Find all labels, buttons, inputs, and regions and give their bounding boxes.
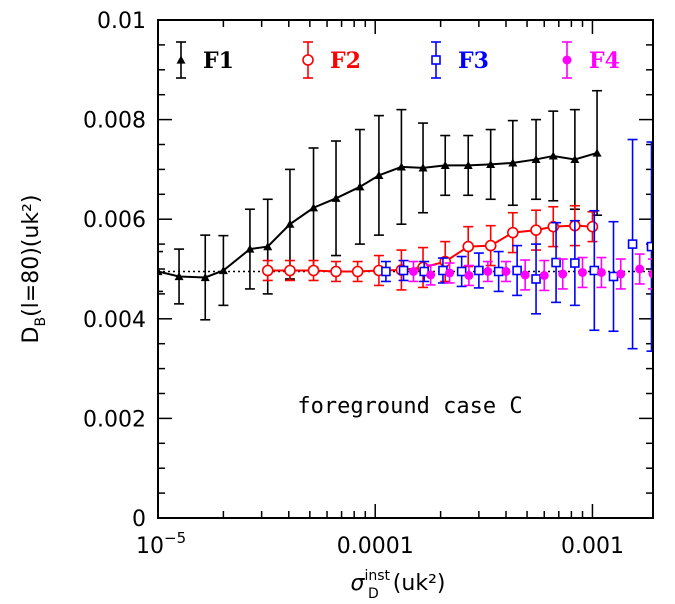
data-point <box>381 266 391 277</box>
data-point <box>464 270 474 280</box>
data-point <box>531 274 541 284</box>
legend-label: F2 <box>330 48 361 74</box>
data-point <box>627 239 638 249</box>
legend-label: F1 <box>203 48 234 74</box>
data-point <box>648 269 653 279</box>
y-tick-label: 0.004 <box>83 308 146 333</box>
data-point <box>484 239 497 252</box>
legend-marker <box>562 55 572 65</box>
y-tick-label: 0 <box>132 507 146 532</box>
data-point <box>261 264 274 277</box>
legend-entry-f2: F2 <box>302 41 361 79</box>
data-point <box>263 242 273 251</box>
y-tick-label: 0.006 <box>83 208 146 233</box>
data-point <box>284 264 296 277</box>
data-point <box>548 151 558 160</box>
data-point <box>520 270 530 280</box>
data-point <box>578 267 588 277</box>
data-point <box>355 182 365 191</box>
legend-entry-f4: F4 <box>562 41 620 79</box>
y-axis-label: DB(l=80)(uk²) <box>19 195 49 344</box>
data-point <box>456 266 467 277</box>
data-point <box>426 270 436 280</box>
data-point <box>596 267 606 277</box>
legend-label: F4 <box>589 48 620 74</box>
data-point <box>570 154 580 164</box>
x-tick-labels: 10−5 0.0001 0.001 <box>136 529 624 559</box>
data-point <box>445 268 455 278</box>
y-tick-label: 0.008 <box>83 109 146 134</box>
data-point <box>307 264 320 277</box>
data-point <box>245 244 255 253</box>
legend-entry-f3: F3 <box>431 41 489 79</box>
data-point <box>558 269 568 279</box>
data-point <box>440 160 450 170</box>
plot-frame <box>157 19 654 519</box>
x-tick-label: 10−5 <box>136 529 186 559</box>
data-point <box>474 265 484 276</box>
data-point <box>309 203 319 212</box>
data-point <box>330 265 342 278</box>
x-tick-label: 0.0001 <box>337 534 414 559</box>
y-tick-labels: 0 0.002 0.004 0.006 0.008 0.01 <box>83 9 146 532</box>
data-point <box>570 258 580 268</box>
data-point <box>493 266 504 277</box>
data-point <box>531 154 541 164</box>
data-point <box>418 163 428 172</box>
legend-label: F3 <box>458 48 489 74</box>
series-f3 <box>380 138 653 352</box>
data-point <box>374 170 384 179</box>
x-axis-label: σinst D (uk²) <box>351 568 446 602</box>
data-point <box>512 265 522 276</box>
legend-marker <box>431 55 441 65</box>
x-tick-label: 0.001 <box>561 534 624 559</box>
data-point <box>530 224 542 236</box>
data-point <box>351 265 364 278</box>
legend-marker <box>176 55 186 64</box>
y-tick-label: 0.002 <box>83 407 146 432</box>
data-point <box>200 272 210 282</box>
data-point <box>462 240 475 253</box>
legend: F1 F2 F3 F4 <box>176 41 620 79</box>
data-point <box>486 159 496 169</box>
data-point <box>507 226 519 239</box>
series-f4 <box>408 253 653 292</box>
data-point <box>483 266 493 276</box>
chart-annotation: foreground case C <box>297 394 522 419</box>
data-point <box>501 266 511 276</box>
data-point <box>586 220 599 233</box>
data-series <box>158 89 653 352</box>
data-point <box>331 193 341 202</box>
data-point <box>635 264 645 274</box>
legend-entry-f1: F1 <box>176 41 234 79</box>
data-point <box>551 257 561 268</box>
data-point <box>158 266 163 276</box>
data-point <box>463 160 473 170</box>
data-point <box>396 162 406 171</box>
data-point <box>218 265 228 275</box>
data-point <box>408 266 418 276</box>
data-point <box>398 265 409 276</box>
data-point <box>646 241 653 252</box>
data-point <box>616 269 626 279</box>
data-point <box>592 148 602 157</box>
data-point <box>174 271 184 281</box>
data-point <box>285 219 295 228</box>
data-point <box>539 270 549 280</box>
legend-marker <box>302 54 314 66</box>
data-point <box>508 158 518 167</box>
y-tick-label: 0.01 <box>97 9 146 34</box>
